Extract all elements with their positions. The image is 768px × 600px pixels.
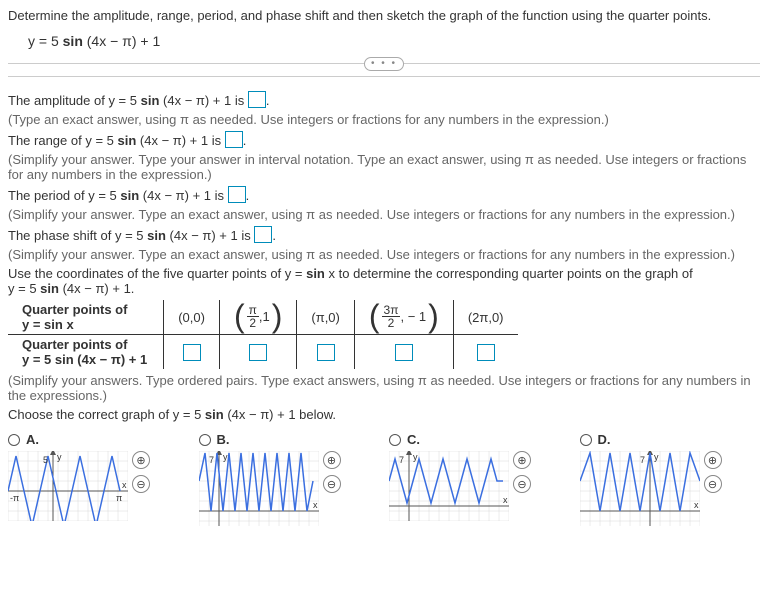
phase-hint: (Simplify your answer. Type an exact ans…: [8, 247, 760, 262]
zoom-in-icon[interactable]: ⊕: [704, 451, 722, 469]
qp-input-4[interactable]: [477, 344, 495, 361]
qp-intro: Use the coordinates of the five quarter …: [8, 266, 760, 296]
qp-input-2[interactable]: [317, 344, 335, 361]
svg-text:-π: -π: [10, 493, 19, 503]
svg-text:y: y: [223, 452, 228, 462]
range-input[interactable]: [225, 131, 243, 148]
qp-cell-0: (0,0): [164, 300, 220, 335]
quarter-points-table: Quarter points ofy = sin x (0,0) π2,1 (π…: [8, 300, 518, 369]
graph-c: y x 7: [389, 451, 509, 524]
svg-text:y: y: [413, 452, 418, 462]
svg-text:x: x: [313, 500, 318, 510]
zoom-out-icon[interactable]: ⊖: [132, 475, 150, 493]
period-hint: (Simplify your answer. Type an exact ans…: [8, 207, 760, 222]
range-hint: (Simplify your answer. Type your answer …: [8, 152, 760, 182]
svg-text:y: y: [57, 452, 62, 462]
qp-input-1[interactable]: [249, 344, 267, 361]
zoom-out-icon[interactable]: ⊖: [704, 475, 722, 493]
zoom-in-icon[interactable]: ⊕: [513, 451, 531, 469]
svg-text:7: 7: [399, 455, 404, 465]
svg-text:5: 5: [43, 455, 48, 465]
qp-cell-3: 3π2, − 1: [354, 300, 453, 335]
choose-graph-prompt: Choose the correct graph of y = 5 sin (4…: [8, 407, 760, 422]
svg-text:y: y: [654, 452, 659, 462]
svg-text:7: 7: [640, 455, 645, 465]
problem-title: Determine the amplitude, range, period, …: [8, 8, 760, 23]
zoom-out-icon[interactable]: ⊖: [513, 475, 531, 493]
phase-input[interactable]: [254, 226, 272, 243]
svg-text:x: x: [694, 500, 699, 510]
qp-cell-4: (2π,0): [453, 300, 517, 335]
amplitude-input[interactable]: [248, 91, 266, 108]
period-input[interactable]: [228, 186, 246, 203]
graph-a: y x 5 -π π: [8, 451, 128, 524]
range-prompt: The range of y = 5 sin (4x − π) + 1 is .: [8, 131, 760, 148]
period-prompt: The period of y = 5 sin (4x − π) + 1 is …: [8, 186, 760, 203]
choice-label-d: D.: [598, 432, 611, 447]
svg-text:π: π: [116, 493, 122, 503]
svg-text:x: x: [122, 480, 127, 490]
radio-a[interactable]: [8, 434, 20, 446]
choice-label-a: A.: [26, 432, 39, 447]
graph-b: y x 7: [199, 451, 319, 529]
svg-text:x: x: [503, 495, 508, 505]
amplitude-hint: (Type an exact answer, using π as needed…: [8, 112, 760, 127]
radio-d[interactable]: [580, 434, 592, 446]
qp-hint: (Simplify your answers. Type ordered pai…: [8, 373, 760, 403]
radio-c[interactable]: [389, 434, 401, 446]
graph-d: y x 7: [580, 451, 700, 529]
choice-label-c: C.: [407, 432, 420, 447]
qp-input-3[interactable]: [395, 344, 413, 361]
qp-input-0[interactable]: [183, 344, 201, 361]
amplitude-prompt: The amplitude of y = 5 sin (4x − π) + 1 …: [8, 91, 760, 108]
qp-cell-2: (π,0): [297, 300, 354, 335]
zoom-in-icon[interactable]: ⊕: [323, 451, 341, 469]
phase-prompt: The phase shift of y = 5 sin (4x − π) + …: [8, 226, 760, 243]
section-divider: • • •: [8, 63, 760, 77]
equation: y = 5 sin (4x − π) + 1: [28, 33, 760, 49]
qp-cell-1: π2,1: [219, 300, 296, 335]
choice-label-b: B.: [217, 432, 230, 447]
zoom-in-icon[interactable]: ⊕: [132, 451, 150, 469]
svg-text:7: 7: [209, 455, 214, 465]
radio-b[interactable]: [199, 434, 211, 446]
divider-pill[interactable]: • • •: [364, 57, 404, 71]
zoom-out-icon[interactable]: ⊖: [323, 475, 341, 493]
